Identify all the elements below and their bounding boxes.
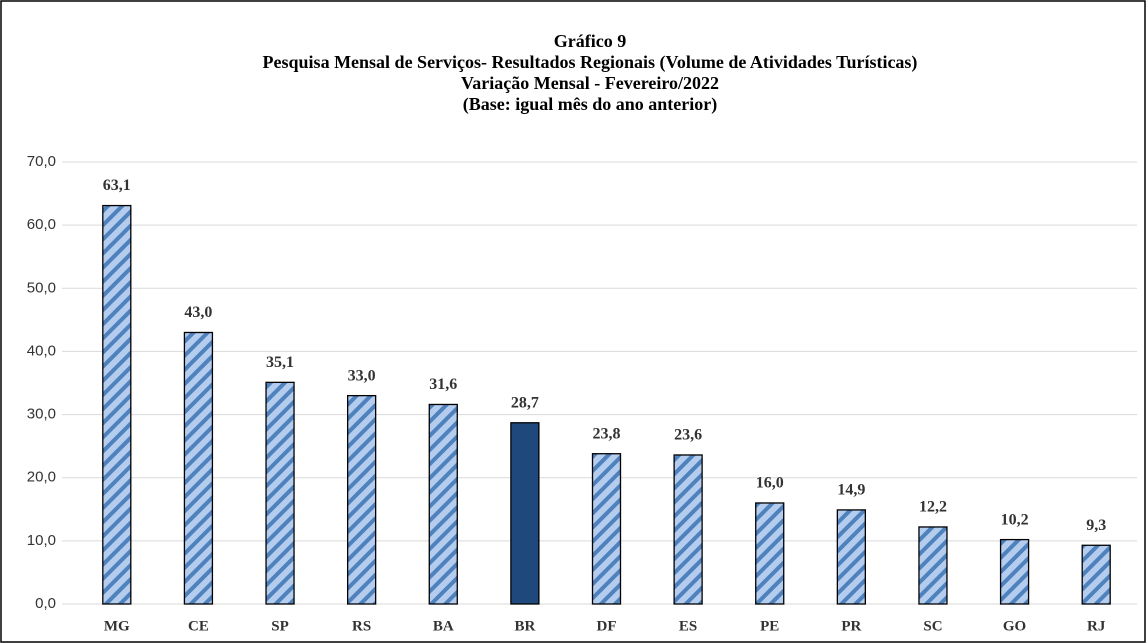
chart-title: Variação Mensal - Fevereiro/2022 — [461, 73, 719, 93]
y-tick-label: 70,0 — [27, 153, 56, 170]
chart-title: (Base: igual mês do ano anterior) — [463, 94, 717, 115]
bar — [347, 394, 377, 605]
value-label: 63,1 — [103, 177, 131, 194]
x-tick-label: CE — [188, 618, 209, 634]
value-label: 16,0 — [756, 475, 784, 492]
bar — [673, 454, 703, 605]
x-tick-label: RJ — [1087, 618, 1106, 634]
x-tick-label: MG — [104, 618, 130, 634]
bar — [428, 403, 458, 605]
x-tick-label: SP — [271, 618, 289, 634]
x-tick-label: GO — [1003, 618, 1026, 634]
value-label: 33,0 — [348, 367, 376, 384]
x-tick-label: DF — [597, 618, 617, 634]
x-tick-label: PE — [760, 618, 779, 634]
x-tick-label: PR — [841, 618, 861, 634]
bar — [918, 526, 948, 605]
y-tick-label: 0,0 — [35, 595, 56, 612]
value-label: 23,8 — [593, 425, 621, 442]
bar — [755, 502, 785, 605]
value-label: 10,2 — [1001, 511, 1029, 528]
x-tick-label: BR — [514, 618, 535, 634]
bar — [510, 422, 540, 605]
y-tick-label: 10,0 — [27, 532, 56, 549]
x-tick-label: ES — [679, 618, 697, 634]
value-label: 14,9 — [837, 482, 865, 499]
y-tick-label: 30,0 — [27, 406, 56, 423]
value-label: 28,7 — [511, 394, 539, 411]
value-label: 23,6 — [674, 427, 702, 444]
bar — [1081, 544, 1111, 605]
value-label: 9,3 — [1086, 517, 1106, 534]
bar — [999, 538, 1030, 605]
y-tick-label: 60,0 — [27, 216, 56, 233]
bar — [836, 509, 866, 605]
chart-title: Gráfico 9 — [554, 31, 626, 51]
bar — [183, 331, 214, 605]
bar — [265, 381, 295, 605]
chart-title: Pesquisa Mensal de Serviços- Resultados … — [263, 52, 918, 73]
value-label: 43,0 — [184, 304, 212, 321]
bar — [102, 204, 132, 605]
y-tick-label: 50,0 — [27, 279, 56, 296]
value-label: 35,1 — [266, 354, 294, 371]
x-tick-label: SC — [923, 618, 942, 634]
y-tick-label: 40,0 — [27, 342, 56, 359]
x-tick-label: RS — [352, 618, 371, 634]
y-tick-label: 20,0 — [27, 469, 56, 486]
value-label: 31,6 — [429, 376, 457, 393]
value-label: 12,2 — [919, 499, 947, 516]
x-tick-label: BA — [433, 618, 454, 634]
bar — [591, 453, 622, 605]
